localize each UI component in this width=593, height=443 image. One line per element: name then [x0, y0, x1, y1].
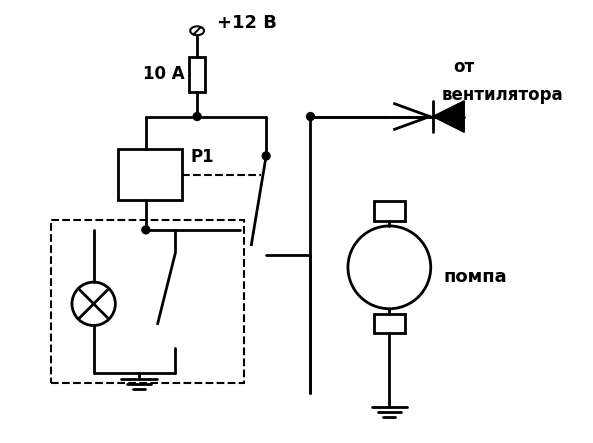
Bar [374, 314, 405, 334]
Polygon shape [433, 101, 464, 132]
Text: +12 В: +12 В [217, 14, 277, 32]
Bar [189, 58, 205, 92]
Text: 10 А: 10 А [143, 65, 184, 83]
Text: от: от [454, 58, 474, 76]
Bar [118, 149, 183, 200]
Text: помпа: помпа [444, 268, 507, 286]
Text: P1: P1 [190, 148, 214, 166]
Circle shape [262, 152, 270, 160]
Circle shape [142, 226, 150, 234]
Bar [374, 201, 405, 221]
Circle shape [307, 113, 314, 120]
Bar [51, 220, 244, 383]
Text: вентилятора: вентилятора [442, 86, 563, 104]
Circle shape [193, 113, 201, 120]
